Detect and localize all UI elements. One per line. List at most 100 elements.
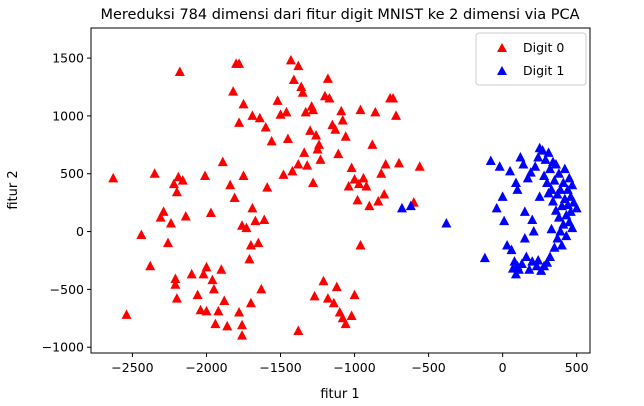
data-point-series-0-41 [241, 222, 252, 233]
data-point-series-0-16 [177, 175, 188, 185]
data-point-series-1-10 [505, 165, 516, 176]
y-tick-label: −1000 [42, 340, 84, 355]
data-point-series-1-65 [561, 230, 572, 241]
data-point-series-1-42 [545, 251, 556, 262]
y-tick-label: 0 [76, 224, 84, 239]
data-point-series-1-71 [565, 206, 576, 216]
x-axis-ticks: −2500 −2000 −1500 −1000 −500 0 500 [111, 353, 589, 375]
data-point-series-0-62 [302, 160, 313, 170]
data-point-series-1-0 [396, 202, 407, 213]
data-point-series-0-17 [180, 211, 191, 221]
data-point-series-0-21 [198, 268, 209, 279]
legend-marker-digit-0 [497, 43, 507, 52]
data-point-series-0-63 [305, 125, 316, 135]
data-point-series-0-35 [228, 86, 239, 96]
data-point-series-0-75 [333, 148, 344, 159]
legend-marker-digit-1 [497, 66, 507, 75]
data-point-series-0-89 [370, 106, 381, 117]
data-point-series-0-48 [259, 214, 270, 224]
data-point-series-0-3 [145, 260, 156, 271]
data-point-series-1-39 [542, 257, 553, 267]
data-point-series-0-23 [201, 261, 212, 272]
data-point-series-0-80 [346, 162, 357, 172]
data-point-series-0-43 [245, 297, 256, 308]
data-point-series-1-43 [545, 163, 556, 174]
data-point-series-0-46 [253, 237, 264, 248]
data-point-series-0-82 [352, 194, 363, 205]
data-point-series-0-34 [225, 179, 236, 190]
data-point-series-0-120 [355, 239, 366, 250]
y-tick-label: 500 [60, 166, 84, 181]
y-tick-label: 1500 [52, 51, 84, 66]
data-point-series-1-22 [521, 251, 532, 262]
data-point-series-0-22 [200, 170, 211, 181]
data-point-series-0-119 [349, 289, 360, 300]
data-point-series-0-65 [308, 104, 319, 115]
data-point-series-1-63 [559, 163, 570, 174]
data-point-series-1-77 [527, 214, 538, 224]
data-point-series-0-68 [314, 139, 325, 149]
data-point-series-0-27 [208, 283, 219, 294]
data-point-series-0-99 [234, 117, 245, 127]
data-point-series-1-37 [540, 154, 551, 164]
data-point-series-0-123 [237, 330, 248, 340]
data-point-series-1-34 [537, 145, 548, 155]
data-point-series-1-5 [491, 202, 502, 213]
data-point-series-1-17 [513, 264, 524, 274]
data-point-series-0-12 [171, 186, 182, 197]
plot-frame [90, 27, 591, 354]
data-point-series-0-15 [174, 66, 185, 76]
data-point-series-0-36 [229, 192, 240, 203]
data-point-series-0-6 [158, 206, 169, 216]
data-point-series-0-11 [170, 273, 181, 283]
data-point-series-0-83 [354, 178, 365, 189]
data-point-series-1-24 [524, 264, 535, 274]
data-point-series-1-27 [528, 226, 539, 236]
data-point-series-0-85 [358, 172, 369, 183]
data-point-series-0-110 [309, 290, 320, 301]
data-point-series-0-102 [238, 98, 249, 109]
data-point-series-0-60 [297, 87, 308, 97]
data-point-series-1-31 [533, 254, 544, 265]
data-point-series-0-114 [331, 281, 342, 292]
data-point-series-0-53 [278, 169, 289, 179]
data-point-series-0-88 [367, 139, 378, 149]
data-point-series-0-74 [330, 124, 341, 134]
x-axis-label: fitur 1 [320, 387, 359, 402]
data-point-series-0-117 [340, 318, 351, 329]
data-point-series-0-13 [171, 293, 182, 303]
data-point-series-1-47 [547, 195, 558, 206]
data-point-series-0-71 [322, 73, 333, 83]
data-point-series-0-84 [355, 104, 366, 115]
data-point-series-0-49 [262, 182, 273, 192]
data-point-series-0-32 [219, 295, 230, 305]
data-point-series-1-50 [550, 205, 561, 215]
data-point-series-1-35 [539, 170, 550, 181]
data-point-series-0-4 [149, 168, 160, 178]
data-point-series-0-45 [250, 215, 261, 226]
data-point-series-1-9 [502, 239, 513, 250]
data-point-series-0-42 [244, 253, 255, 264]
data-point-series-0-72 [324, 93, 335, 103]
data-point-series-0-78 [340, 131, 351, 141]
data-point-series-0-9 [168, 178, 179, 189]
data-point-series-1-72 [567, 179, 578, 190]
data-point-series-1-7 [497, 191, 508, 201]
data-point-series-1-1 [405, 200, 416, 211]
data-point-series-1-29 [531, 260, 542, 271]
data-point-series-0-29 [213, 305, 224, 316]
data-point-series-0-56 [285, 54, 296, 65]
data-point-series-0-57 [288, 74, 299, 85]
data-point-series-0-30 [216, 264, 227, 274]
data-point-series-0-58 [293, 60, 304, 71]
x-tick-label: −1500 [259, 360, 301, 375]
data-point-series-0-91 [376, 168, 387, 178]
data-point-series-1-2 [441, 217, 452, 228]
data-point-series-0-93 [380, 158, 391, 169]
data-point-series-1-76 [534, 191, 545, 201]
data-point-series-1-73 [567, 222, 578, 233]
legend-label-digit-1: Digit 1 [523, 63, 564, 78]
data-point-series-0-1 [121, 309, 132, 319]
data-point-series-1-3 [479, 252, 490, 263]
data-point-series-0-112 [322, 293, 333, 303]
